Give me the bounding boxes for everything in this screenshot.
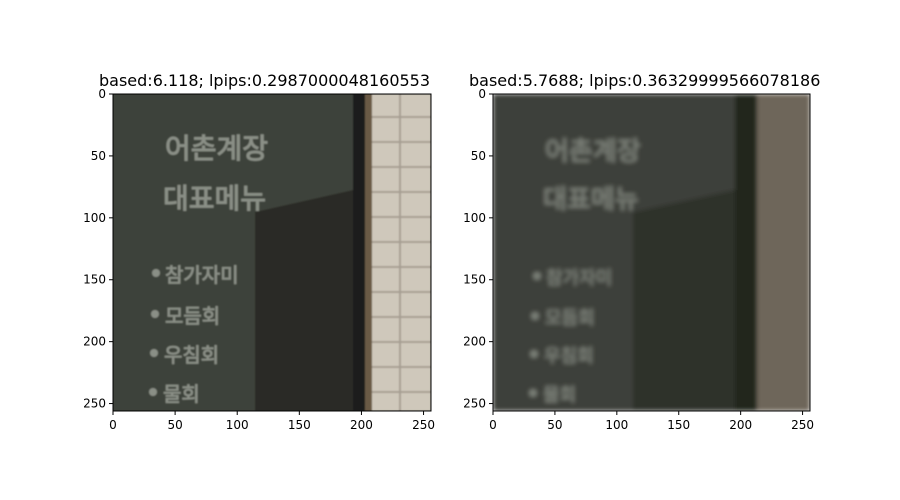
menu-item-3: 우침회 <box>544 346 594 367</box>
x-tick-label: 200 <box>350 418 373 432</box>
menu-item-4: 물회 <box>163 382 200 406</box>
x-tick-label: 250 <box>791 418 814 432</box>
x-tick-label: 50 <box>547 418 562 432</box>
menu-item-1: 참가자미 <box>546 268 612 289</box>
panel-2-frame <box>492 93 811 412</box>
y-tick-label: 100 <box>83 211 106 225</box>
y-tick-label: 0 <box>98 87 106 101</box>
x-tick-label: 100 <box>605 418 628 432</box>
y-tick-label: 200 <box>463 335 486 349</box>
sign-line-2: 대표메뉴 <box>543 185 639 215</box>
sign-line-1: 어촌계장 <box>545 137 641 167</box>
panel-1-title: based:6.118; lpips:0.2987000048160553 <box>99 71 431 90</box>
y-tick-label: 200 <box>83 335 106 349</box>
y-tick-label: 50 <box>471 149 486 163</box>
x-tick-label: 200 <box>729 418 752 432</box>
sign-line-2: 대표메뉴 <box>163 182 266 215</box>
y-tick-label: 250 <box>83 397 106 411</box>
panel-1-image: 어촌계장 대표메뉴 참가자미 모듬회 우침회 물회 <box>113 94 431 411</box>
x-tick-label: 150 <box>667 418 690 432</box>
menu-item-4: 물회 <box>543 385 576 406</box>
x-tick-label: 0 <box>109 418 117 432</box>
y-tick-label: 0 <box>478 87 486 101</box>
panel-2-title: based:5.7688; lpips:0.36329999566078186 <box>469 71 821 90</box>
x-tick-label: 250 <box>412 418 435 432</box>
y-tick-label: 50 <box>91 149 106 163</box>
menu-item-2: 모듬회 <box>545 308 595 329</box>
y-tick-label: 150 <box>83 273 106 287</box>
x-tick-label: 50 <box>167 418 182 432</box>
menu-item-2: 모듬회 <box>165 304 220 328</box>
menu-item-3: 우침회 <box>164 343 219 367</box>
y-tick-label: 250 <box>463 397 486 411</box>
x-tick-label: 100 <box>226 418 249 432</box>
menu-item-1: 참가자미 <box>165 263 239 287</box>
x-tick-label: 0 <box>489 418 497 432</box>
y-tick-label: 100 <box>463 211 486 225</box>
panel-2-image: 어촌계장 대표메뉴 참가자미 모듬회 우침회 물회 <box>493 94 810 411</box>
y-tick-label: 150 <box>463 273 486 287</box>
x-tick-label: 150 <box>288 418 311 432</box>
sign-line-1: 어촌계장 <box>165 132 268 165</box>
panel-1-frame <box>112 93 432 412</box>
